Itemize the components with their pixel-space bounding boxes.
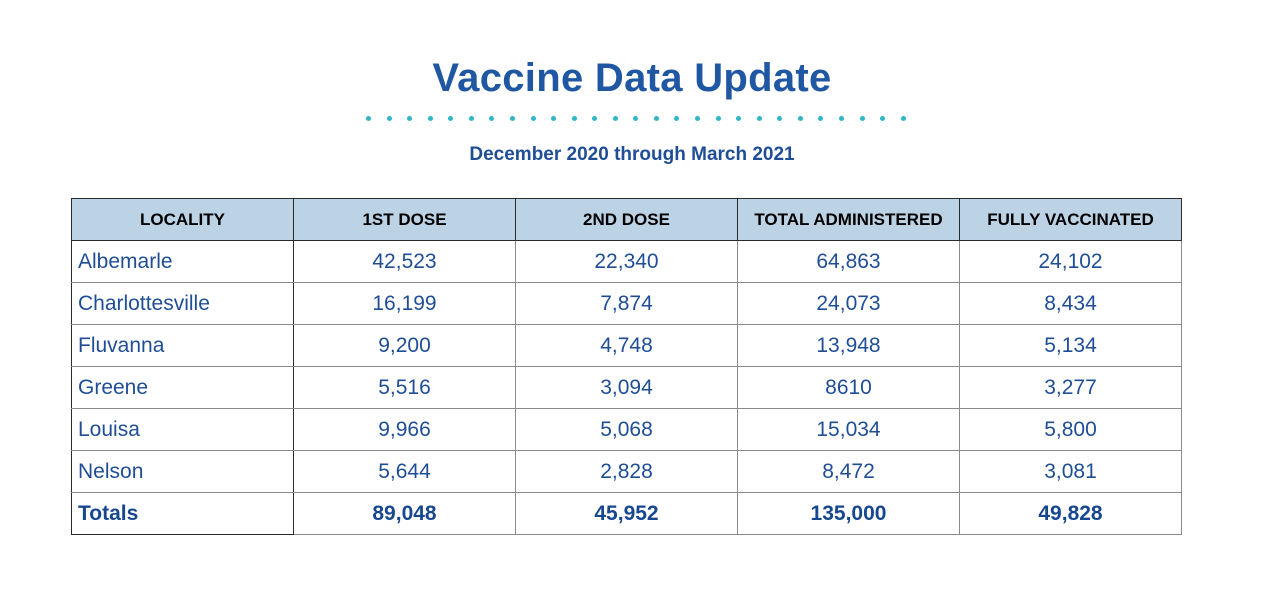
table-row: Nelson 5,644 2,828 8,472 3,081 [71,450,1182,493]
table-row: Fluvanna 9,200 4,748 13,948 5,134 [71,324,1182,367]
total-administered-cell: 15,034 [737,408,960,451]
header-locality: LOCALITY [71,198,294,241]
locality-cell: Albemarle [71,240,294,283]
fully-vaccinated-cell: 5,800 [959,408,1182,451]
first-dose-cell: 9,966 [293,408,516,451]
table-row: Charlottesville 16,199 7,874 24,073 8,43… [71,282,1182,325]
total-administered-cell: 13,948 [737,324,960,367]
second-dose-cell: 2,828 [515,450,738,493]
table-row: Albemarle 42,523 22,340 64,863 24,102 [71,240,1182,283]
locality-cell: Louisa [71,408,294,451]
fully-vaccinated-cell: 5,134 [959,324,1182,367]
second-dose-cell: 5,068 [515,408,738,451]
page-subtitle: December 2020 through March 2021 [469,144,795,165]
locality-cell: Nelson [71,450,294,493]
total-administered-cell: 8610 [737,366,960,409]
first-dose-cell: 16,199 [293,282,516,325]
locality-cell: Greene [71,366,294,409]
total-administered-cell: 8,472 [737,450,960,493]
total-administered-cell: 24,073 [737,282,960,325]
fully-vaccinated-cell: 24,102 [959,240,1182,283]
second-dose-cell: 4,748 [515,324,738,367]
page-title: Vaccine Data Update [432,56,832,100]
header-fully-vaccinated: FULLY VACCINATED [959,198,1182,241]
second-dose-cell: 7,874 [515,282,738,325]
locality-cell: Charlottesville [71,282,294,325]
totals-row: Totals 89,048 45,952 135,000 49,828 [71,492,1182,535]
total-administered-cell: 64,863 [737,240,960,283]
header-2nd-dose: 2ND DOSE [515,198,738,241]
dotted-divider [366,111,906,125]
first-dose-cell: 42,523 [293,240,516,283]
fully-vaccinated-cell: 3,081 [959,450,1182,493]
table-header-row: LOCALITY 1ST DOSE 2ND DOSE TOTAL ADMINIS… [71,198,1182,241]
fully-vaccinated-cell: 3,277 [959,366,1182,409]
first-dose-cell: 5,516 [293,366,516,409]
total-administered: 135,000 [737,492,960,535]
first-dose-cell: 9,200 [293,324,516,367]
locality-cell: Fluvanna [71,324,294,367]
second-dose-cell: 22,340 [515,240,738,283]
header-1st-dose: 1ST DOSE [293,198,516,241]
fully-vaccinated-cell: 8,434 [959,282,1182,325]
header-total-administered: TOTAL ADMINISTERED [737,198,960,241]
table-row: Greene 5,516 3,094 8610 3,277 [71,366,1182,409]
totals-label: Totals [71,492,294,535]
total-first-dose: 89,048 [293,492,516,535]
table-row: Louisa 9,966 5,068 15,034 5,800 [71,408,1182,451]
total-fully-vaccinated: 49,828 [959,492,1182,535]
first-dose-cell: 5,644 [293,450,516,493]
total-second-dose: 45,952 [515,492,738,535]
second-dose-cell: 3,094 [515,366,738,409]
vaccine-data-table: LOCALITY 1ST DOSE 2ND DOSE TOTAL ADMINIS… [71,198,1182,535]
